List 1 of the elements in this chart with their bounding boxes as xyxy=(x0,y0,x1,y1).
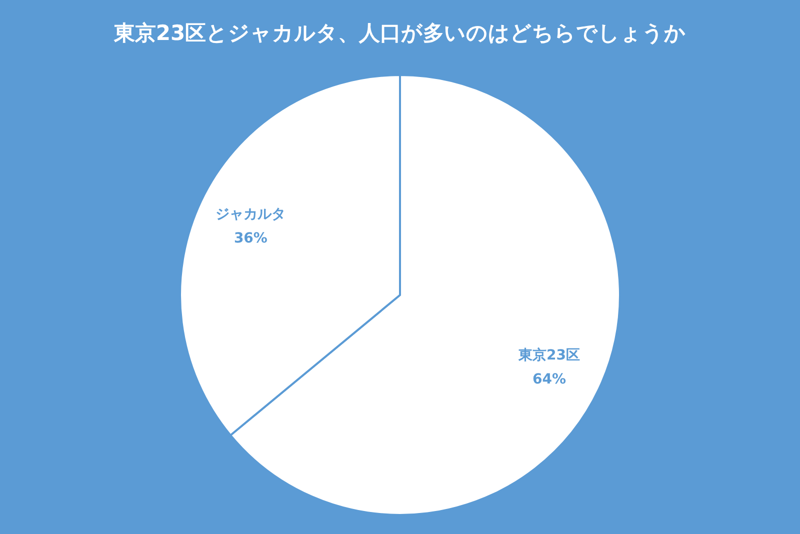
title: 東京23区とジャカルタ、人口が多いのはどちらでしょうか xyxy=(114,21,686,45)
